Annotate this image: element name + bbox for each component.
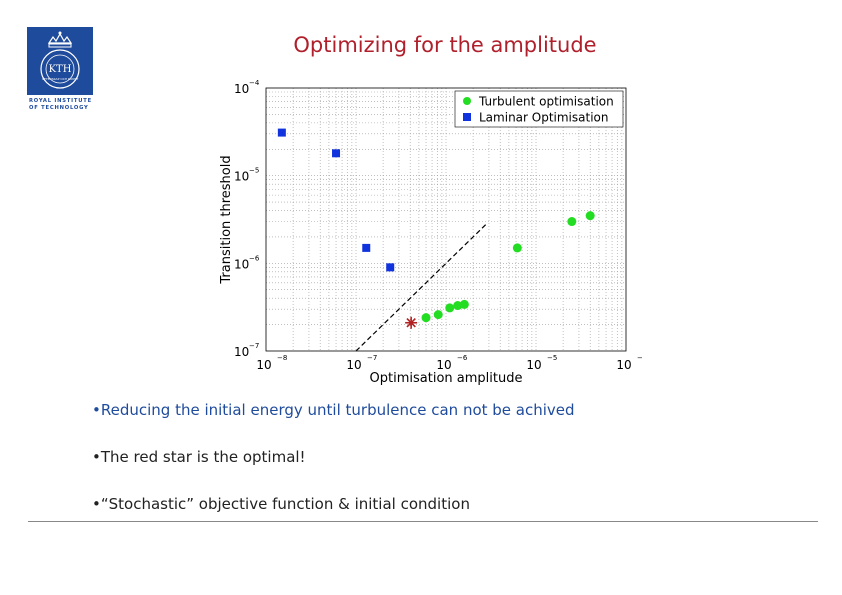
legend-label: Turbulent optimisation <box>478 95 614 109</box>
kth-logo: KTH VETENSKAP OCH KONST <box>27 27 93 95</box>
laminar-point <box>332 149 341 158</box>
x-tick-exponent: −4 <box>637 354 642 362</box>
kth-crest-icon: KTH VETENSKAP OCH KONST <box>40 31 80 89</box>
legend-label: Laminar Optimisation <box>479 111 609 125</box>
chart: 10−810−710−610−510−410−710−610−510−4Opti… <box>212 74 648 394</box>
bullet-item: •The red star is the optimal! <box>92 448 306 466</box>
bullet-text: The red star is the optimal! <box>100 448 306 466</box>
optimal-star-marker <box>405 316 418 329</box>
bullet-marker: • <box>92 448 101 466</box>
x-tick-label: 10 <box>346 358 361 372</box>
laminar-point <box>277 128 286 137</box>
logo-subtitle: ROYAL INSTITUTE OF TECHNOLOGY <box>29 98 99 112</box>
x-tick-label: 10 <box>526 358 541 372</box>
laminar-point <box>386 263 395 272</box>
y-tick-exponent: −5 <box>249 167 259 175</box>
bullet-item: •Reducing the initial energy until turbu… <box>92 401 575 419</box>
y-tick-exponent: −7 <box>249 342 259 350</box>
turbulent-point <box>453 301 463 311</box>
logo-subtitle-line2: OF TECHNOLOGY <box>29 105 89 111</box>
kth-motto: VETENSKAP OCH KONST <box>42 77 79 81</box>
kth-wordmark: KTH <box>49 64 72 75</box>
laminar-point <box>362 243 371 252</box>
bullet-marker: • <box>92 401 101 419</box>
x-tick-label: 10 <box>256 358 271 372</box>
turbulent-point <box>433 310 443 320</box>
legend-box <box>454 90 624 128</box>
turbulent-point <box>512 243 522 253</box>
x-tick-label: 10 <box>436 358 451 372</box>
y-tick-label: 10 <box>234 82 249 96</box>
legend-marker-turbulent <box>463 97 471 105</box>
y-tick-exponent: −6 <box>249 254 260 262</box>
turbulent-point <box>459 299 469 309</box>
y-tick-label: 10 <box>234 257 249 271</box>
turbulent-point <box>585 211 595 221</box>
turbulent-point <box>445 303 455 313</box>
turbulent-point <box>421 313 431 323</box>
y-tick-label: 10 <box>234 170 249 184</box>
logo-subtitle-line1: ROYAL INSTITUTE <box>29 98 92 104</box>
plot-frame <box>265 87 627 352</box>
turbulent-point <box>567 217 577 227</box>
y-tick-exponent: −4 <box>249 79 260 87</box>
x-tick-exponent: −8 <box>277 354 287 362</box>
x-tick-label: 10 <box>616 358 631 372</box>
x-axis-label: Optimisation amplitude <box>370 371 523 386</box>
y-tick-label: 10 <box>234 345 249 359</box>
x-tick-exponent: −7 <box>367 354 377 362</box>
reference-line <box>355 223 487 352</box>
x-tick-exponent: −5 <box>547 354 557 362</box>
legend-marker-laminar <box>463 113 471 121</box>
bullet-item: •“Stochastic” objective function & initi… <box>92 495 470 513</box>
bullet-marker: • <box>92 495 101 513</box>
footer-divider <box>28 521 818 522</box>
y-axis-label: Transition threshold <box>219 155 234 284</box>
x-tick-exponent: −6 <box>457 354 468 362</box>
slide-title: Optimizing for the amplitude <box>293 33 597 57</box>
bullet-text: “Stochastic” objective function & initia… <box>100 495 470 513</box>
scatter-plot: 10−810−710−610−510−410−710−610−510−4Opti… <box>219 79 648 386</box>
bullet-text: Reducing the initial energy until turbul… <box>100 401 575 419</box>
